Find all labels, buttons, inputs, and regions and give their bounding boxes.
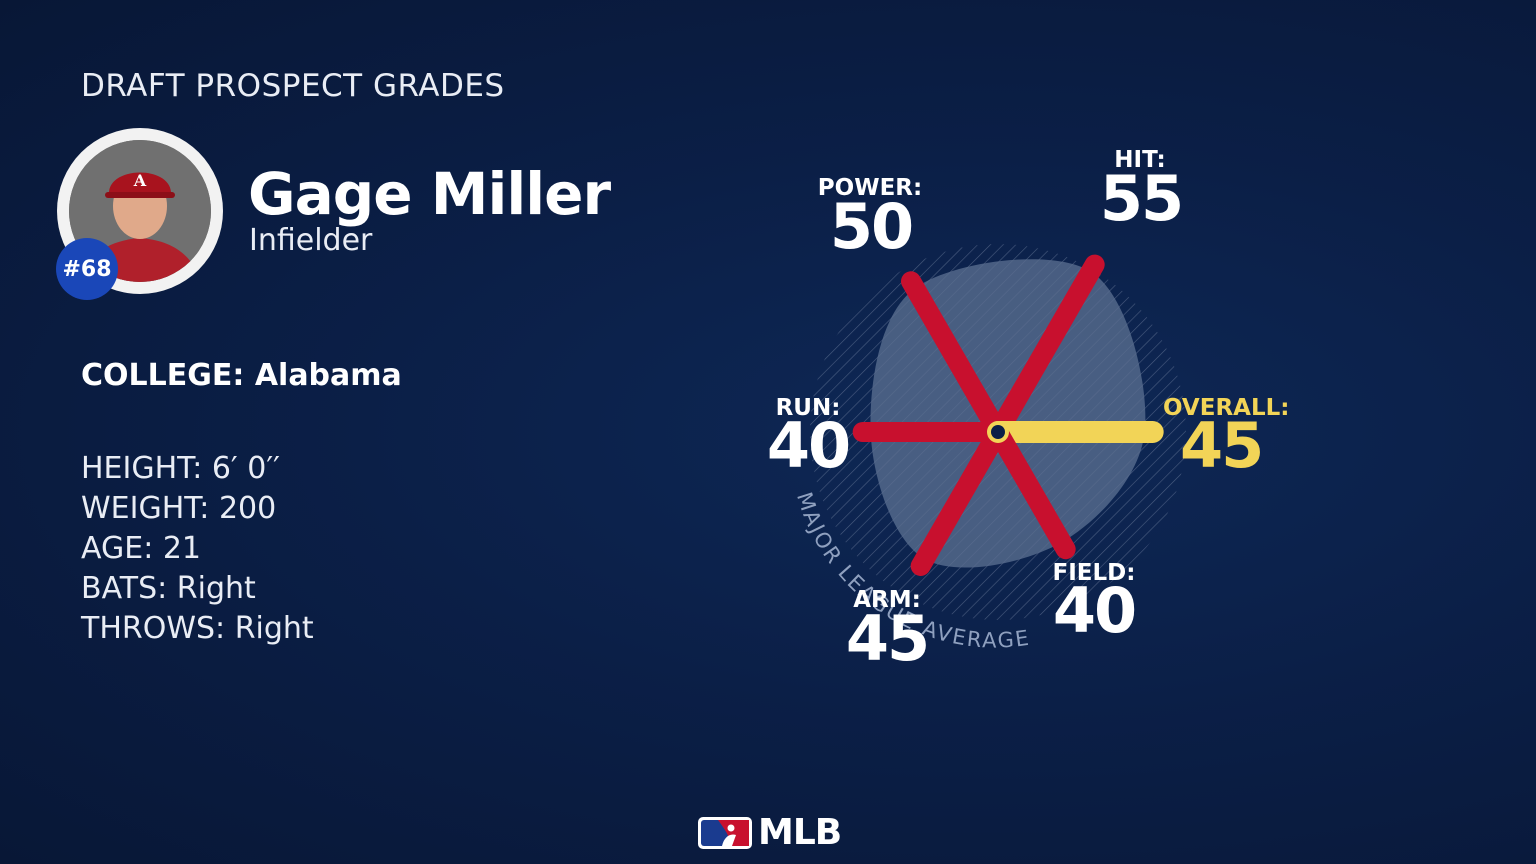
center-dot (991, 425, 1005, 439)
stat-label: HEIGHT: (81, 451, 203, 486)
player-number-badge: #68 (56, 238, 118, 300)
grade-value-hit: 55 (1100, 162, 1182, 235)
college-label: COLLEGE: (81, 358, 245, 393)
mlb-logo: MLB (698, 812, 842, 853)
stat-label: WEIGHT: (81, 491, 210, 526)
mlb-logo-icon (698, 816, 752, 849)
spoke-hit (988, 254, 1105, 442)
stat-line: HEIGHT: 6′ 0′′ (81, 449, 314, 489)
page-title: DRAFT PROSPECT GRADES (81, 68, 505, 104)
grade-label-hit: HIT: (1114, 147, 1165, 173)
grade-value-field: 40 (1053, 574, 1135, 647)
college-line: COLLEGE: Alabama (81, 358, 402, 393)
grade-value-overall: 45 (1180, 409, 1262, 482)
grade-value-run: 40 (767, 409, 849, 482)
grade-label-field: FIELD: (1053, 560, 1136, 586)
stat-value: 200 (209, 491, 277, 526)
grade-value-arm: 45 (846, 602, 928, 675)
player-stats: HEIGHT: 6′ 0′′ WEIGHT: 200 AGE: 21 BATS: Ri… (81, 449, 314, 649)
player-name: Gage Miller (248, 160, 611, 228)
grade-label-overall: OVERALL: (1163, 395, 1289, 421)
stat-line: THROWS: Right (81, 609, 314, 649)
spoke-power (901, 271, 1008, 442)
stat-line: AGE: 21 (81, 529, 314, 569)
college-value: Alabama (254, 358, 402, 393)
svg-text:A: A (133, 171, 147, 190)
stat-label: THROWS: (81, 611, 226, 646)
stat-value: 6′ 0′′ (202, 451, 280, 486)
spoke-arm (910, 422, 1008, 576)
stat-value: 21 (153, 531, 202, 566)
player-position: Infielder (249, 223, 373, 258)
stat-label: BATS: (81, 571, 168, 606)
stat-value: Right (167, 571, 256, 606)
grade-label-arm: ARM: (853, 587, 921, 613)
grade-value-power: 50 (830, 190, 912, 263)
grade-label-run: RUN: (776, 395, 841, 421)
mlb-logo-text: MLB (758, 812, 842, 853)
stat-value: Right (225, 611, 314, 646)
stat-line: BATS: Right (81, 569, 314, 609)
grade-label-power: POWER: (818, 175, 922, 201)
spoke-field (988, 422, 1076, 560)
stat-label: AGE: (81, 531, 154, 566)
stat-line: WEIGHT: 200 (81, 489, 314, 529)
